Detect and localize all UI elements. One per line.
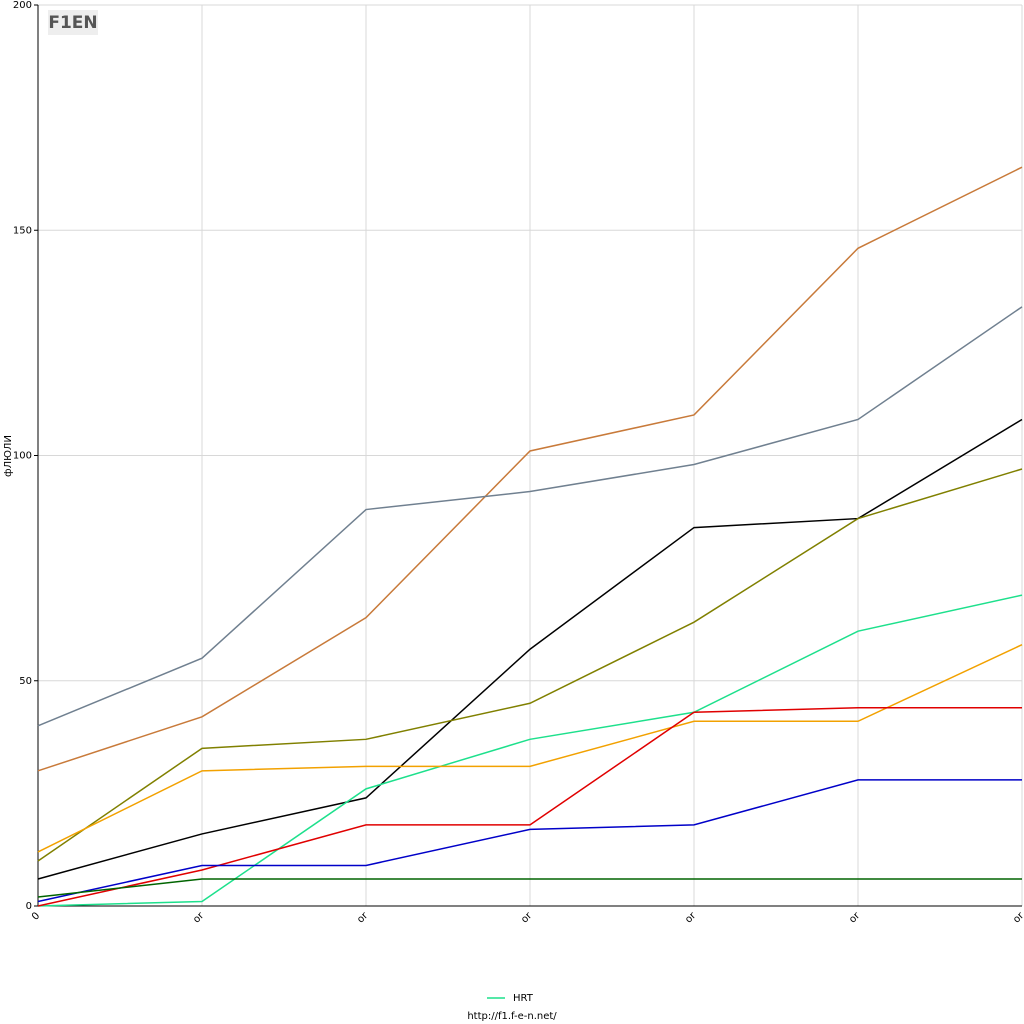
line-series <box>37 468 1023 862</box>
y-tick-label: 0 <box>26 901 32 912</box>
x-tick-label: or <box>683 910 699 926</box>
x-tick-label: or <box>847 910 863 926</box>
x-tick-label: or <box>1011 910 1024 926</box>
footer: http://f1.f-e-n.net/ <box>467 1011 557 1022</box>
y-tick-label: 200 <box>13 0 32 11</box>
line-series <box>37 707 1022 907</box>
line-series <box>37 306 1023 727</box>
logo: F1EN <box>48 10 98 35</box>
x-tick-label: 0 <box>30 910 42 922</box>
logo-text: F1EN <box>48 13 97 33</box>
y-tick-label: 50 <box>19 676 32 687</box>
line-series <box>37 878 1022 898</box>
line-series <box>37 779 1022 903</box>
logo-box <box>48 10 98 35</box>
line-series <box>37 594 1023 907</box>
x-tick-label: or <box>519 910 535 926</box>
line-series <box>37 166 1023 772</box>
x-tick-label: or <box>355 910 371 926</box>
y-tick-label: 150 <box>13 225 32 236</box>
y-tick-label: 100 <box>13 451 32 462</box>
y-axis-label: фЛЮЛИ <box>3 435 14 477</box>
legend-label: HRT <box>513 993 534 1004</box>
x-tick-label: or <box>191 910 207 926</box>
line-series <box>37 644 1023 853</box>
